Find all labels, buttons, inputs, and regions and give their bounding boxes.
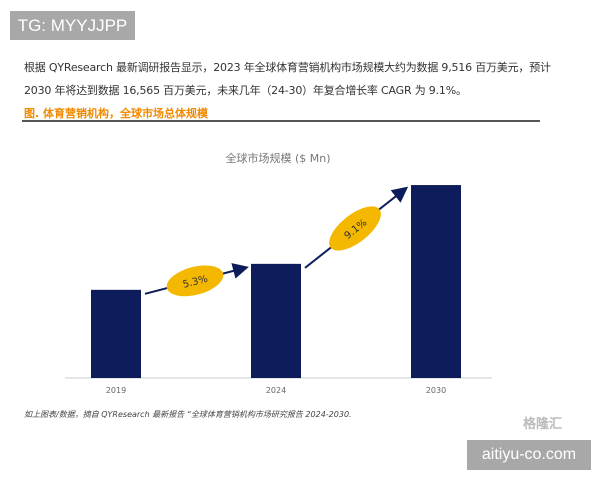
cagr-badge: 5.3% xyxy=(166,265,224,297)
intro-paragraph: 根据 QYResearch 最新调研报告显示，2023 年全球体育营销机构市场规… xyxy=(24,61,551,97)
bar-chart: 全球市场规模 ($ Mn) 2019 2024 2030 5.3% 9.1% xyxy=(65,151,492,395)
x-tick-label: 2030 xyxy=(426,386,446,395)
watermark-bottom: aitiyu-co.com xyxy=(467,440,591,470)
watermark-logo: 格隆汇 xyxy=(523,417,563,432)
watermark-top: TG: MYYJJPP xyxy=(10,11,135,40)
figure-caption: 图. 体育营销机构，全球市场总体规模 xyxy=(24,107,209,120)
chart-title: 全球市场规模 ($ Mn) xyxy=(225,151,330,165)
bar-2019 xyxy=(91,289,141,378)
divider xyxy=(22,120,540,122)
cagr-badge: 9.1% xyxy=(329,206,381,251)
bar-2030 xyxy=(411,185,461,378)
bar-2024 xyxy=(251,263,301,378)
source-note: 如上图表/数据，摘自 QYResearch 最新报告 “全球体育营销机构市场研究… xyxy=(24,410,352,419)
x-tick-label: 2024 xyxy=(266,386,286,395)
x-tick-label: 2019 xyxy=(106,386,126,395)
